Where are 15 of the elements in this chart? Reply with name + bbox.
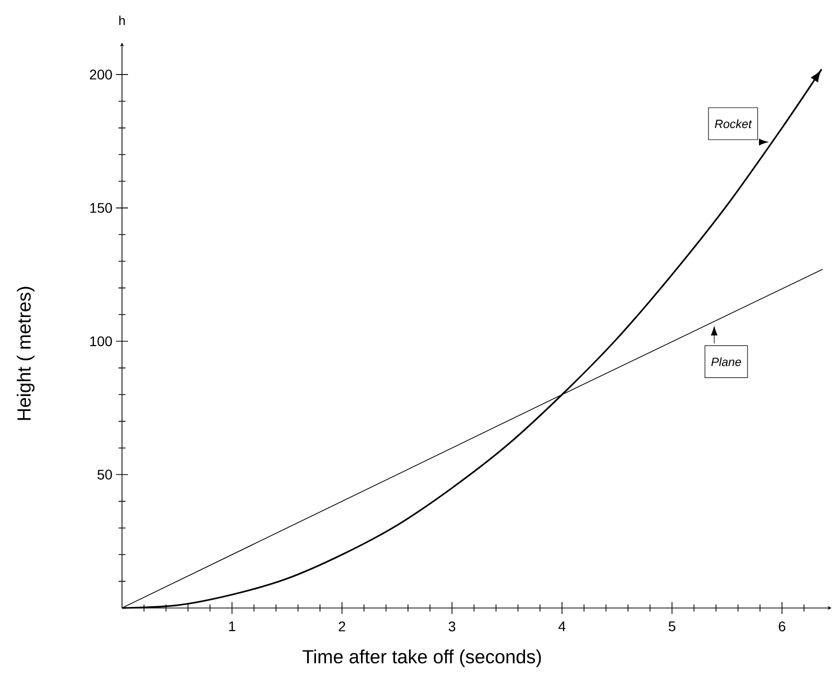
x-tick-label: 3 [448, 621, 456, 632]
y-axis-title: Height ( metres) [16, 286, 34, 420]
x-tick-label: 2 [338, 621, 346, 632]
x-tick-label: 4 [558, 622, 566, 632]
y-tick-label: 100 [90, 336, 112, 346]
x-tick-label: 1 [229, 622, 236, 632]
y-tick-label: 200 [90, 70, 112, 80]
text: Rocket [714, 119, 752, 128]
y-tick-label: 150 [90, 202, 112, 213]
legend-label: Plane [711, 357, 742, 366]
y-tick-label: 50 [98, 470, 112, 480]
text: h [119, 16, 125, 26]
x-axis-title: Time after take off (seconds) [302, 650, 541, 668]
x-tick-label: 5 [668, 622, 676, 632]
x-tick-label: 6 [778, 621, 786, 632]
